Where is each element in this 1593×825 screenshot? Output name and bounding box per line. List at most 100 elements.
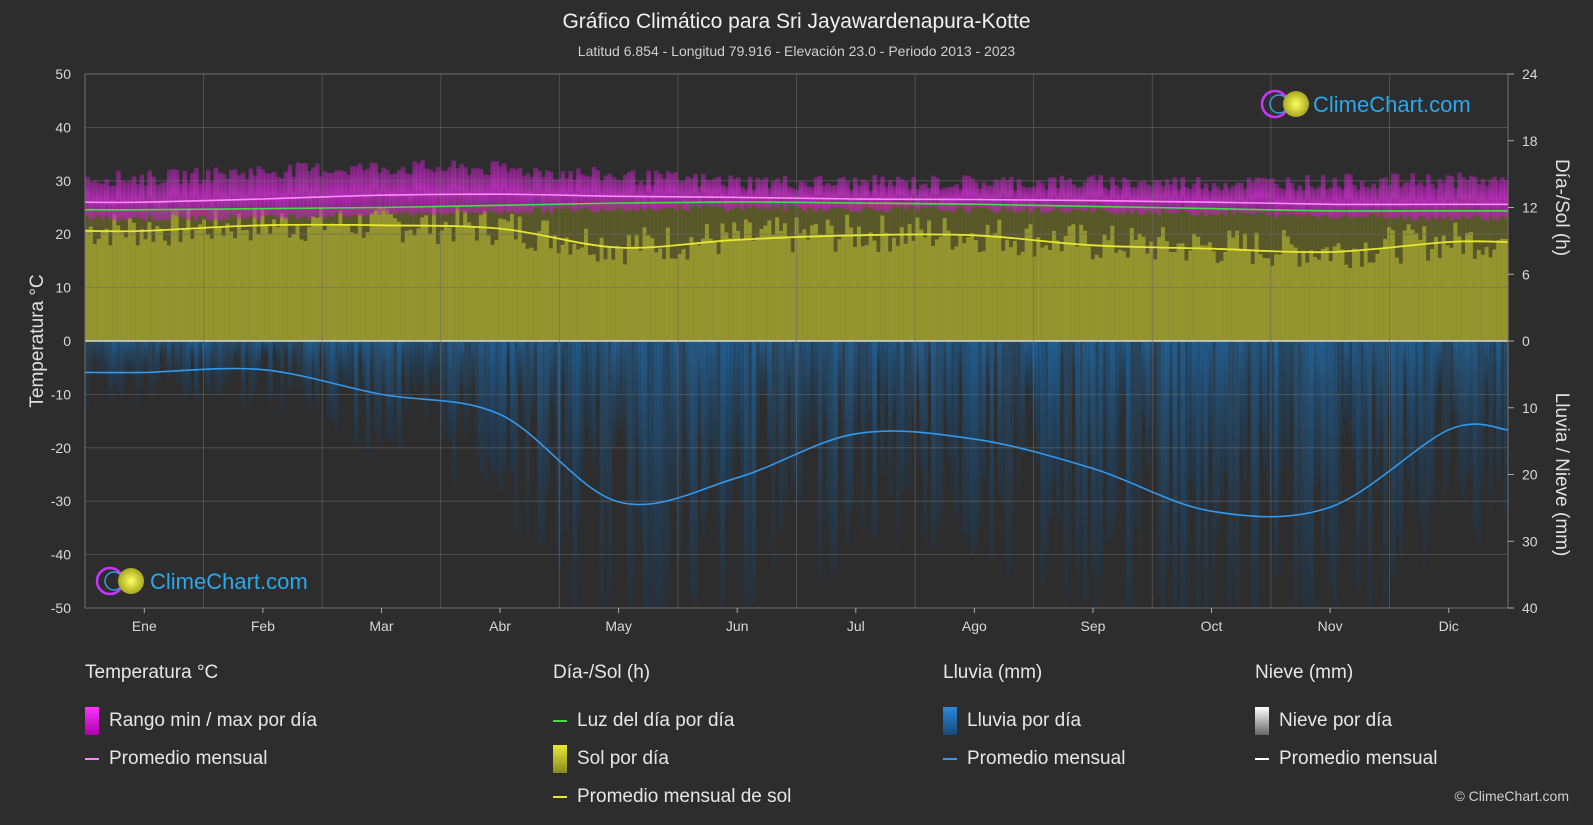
legend-snow: Nieve (mm) Nieve por día Promedio mensua…: [1255, 662, 1437, 778]
rain-day-bar: [989, 341, 994, 562]
temp-range-day-bar: [560, 171, 566, 210]
temp-range-day-bar: [1465, 179, 1470, 219]
rain-day-bar: [1488, 341, 1493, 515]
sunshine-day-bar: [1001, 251, 1006, 341]
temp-range-day-bar: [202, 179, 207, 216]
temp-range-day-bar: [954, 184, 959, 209]
temp-range-day-bar: [322, 171, 328, 219]
sunshine-day-bar: [1086, 246, 1092, 341]
sunshine-day-bar: [517, 216, 523, 341]
sunshine-day-bar: [1422, 226, 1427, 341]
x-tick-label: Dic: [1439, 618, 1459, 634]
rain-day-bar: [1196, 341, 1201, 608]
sunshine-day-bar: [182, 229, 187, 341]
rain-day-bar: [1262, 341, 1267, 467]
rain-day-bar: [1219, 341, 1224, 497]
y-right-top-tick-label: 18: [1522, 133, 1538, 149]
sunshine-day-bar: [642, 227, 647, 341]
rain-day-bar: [517, 341, 523, 386]
rain-day-bar: [451, 341, 456, 486]
sunshine-day-bar: [315, 217, 320, 341]
rain-day-bar: [1149, 341, 1154, 443]
sunshine-day-bar: [318, 208, 324, 341]
rain-day-bar: [229, 341, 234, 378]
temp-range-day-bar: [1398, 186, 1404, 215]
y-right-bottom-tick-label: 40: [1522, 600, 1538, 616]
x-tick-label: Nov: [1318, 618, 1343, 634]
sunshine-day-bar: [295, 225, 300, 341]
sunshine-day-bar: [825, 219, 831, 341]
sunshine-day-bar: [751, 240, 757, 341]
sunshine-day-bar: [1414, 233, 1419, 341]
rain-day-bar: [174, 341, 180, 383]
sunshine-day-bar: [124, 237, 129, 341]
rain-day-bar: [747, 341, 753, 608]
temp-range-day-bar: [966, 175, 971, 213]
temp-range-day-bar: [607, 173, 612, 212]
temp-range-day-bar: [135, 184, 141, 218]
rain-day-bar: [1207, 341, 1213, 444]
temp-range-day-bar: [1426, 174, 1431, 221]
rain-day-bar: [96, 341, 102, 374]
rain-day-bar: [108, 341, 113, 403]
temp-range-day-bar: [1141, 180, 1146, 215]
rain-day-bar: [1012, 341, 1018, 430]
temp-range-day-bar: [205, 170, 211, 220]
sunshine-day-bar: [1445, 245, 1451, 341]
temp-range-day-bar: [1320, 174, 1326, 216]
temp-range-day-bar: [701, 173, 706, 207]
sunshine-day-bar: [993, 232, 998, 341]
sunshine-day-bar: [120, 232, 125, 341]
sunshine-day-bar: [568, 254, 573, 341]
sunshine-day-bar: [907, 224, 913, 341]
sunshine-day-bar: [1055, 240, 1061, 341]
temp-range-day-bar: [568, 171, 573, 210]
rain-day-bar: [767, 341, 772, 461]
sunshine-day-bar: [545, 220, 550, 341]
rain-day-bar: [272, 341, 277, 354]
temp-range-day-bar: [1472, 176, 1478, 215]
sunshine-day-bar: [1137, 233, 1143, 341]
rain-day-bar: [1164, 341, 1170, 566]
rain-day-bar: [1359, 341, 1365, 544]
rain-day-bar: [665, 341, 671, 608]
sunshine-day-bar: [576, 249, 581, 341]
temp-range-day-bar: [576, 168, 581, 209]
sunshine-day-bar: [412, 235, 417, 341]
sunshine-day-bar: [1344, 264, 1349, 341]
snow-swatch: [1255, 707, 1269, 735]
rain-day-bar: [361, 341, 367, 391]
temp-range-day-bar: [1348, 174, 1353, 218]
temp-range-day-bar: [143, 185, 148, 221]
temp-range-day-bar: [1200, 188, 1205, 212]
sunshine-day-bar: [938, 236, 944, 341]
sunshine-day-bar: [724, 232, 729, 341]
temp-range-day-bar: [638, 181, 644, 207]
temp-range-day-bar: [1219, 189, 1224, 213]
sunshine-day-bar: [853, 246, 858, 341]
temp-range-day-bar: [432, 171, 437, 216]
temp-range-day-bar: [603, 175, 608, 211]
sunshine-day-bar: [747, 222, 753, 341]
legend-sunshine-label: Sol por día: [577, 748, 669, 769]
temp-range-day-bar: [412, 161, 417, 214]
temp-range-day-bar: [587, 176, 593, 210]
sunshine-day-bar: [888, 251, 893, 341]
rain-day-bar: [552, 341, 558, 421]
y-right-bottom-tick-label: 20: [1522, 467, 1538, 483]
rain-day-bar: [1024, 341, 1030, 390]
rain-day-bar: [1157, 341, 1162, 596]
temp-range-day-bar: [1102, 187, 1107, 211]
rain-day-bar: [248, 341, 254, 405]
rain-day-bar: [568, 341, 573, 464]
temp-range-day-bar: [860, 179, 866, 209]
sunshine-day-bar: [1359, 266, 1365, 341]
rain-day-bar: [1044, 341, 1049, 573]
temp-range-day-bar: [174, 169, 180, 217]
temp-range-day-bar: [229, 169, 234, 215]
rain-day-bar: [736, 341, 741, 441]
rain-day-bar: [525, 341, 530, 539]
sunshine-day-bar: [1051, 230, 1057, 341]
temp-range-day-bar: [1270, 178, 1275, 213]
sunshine-day-bar: [899, 227, 905, 341]
